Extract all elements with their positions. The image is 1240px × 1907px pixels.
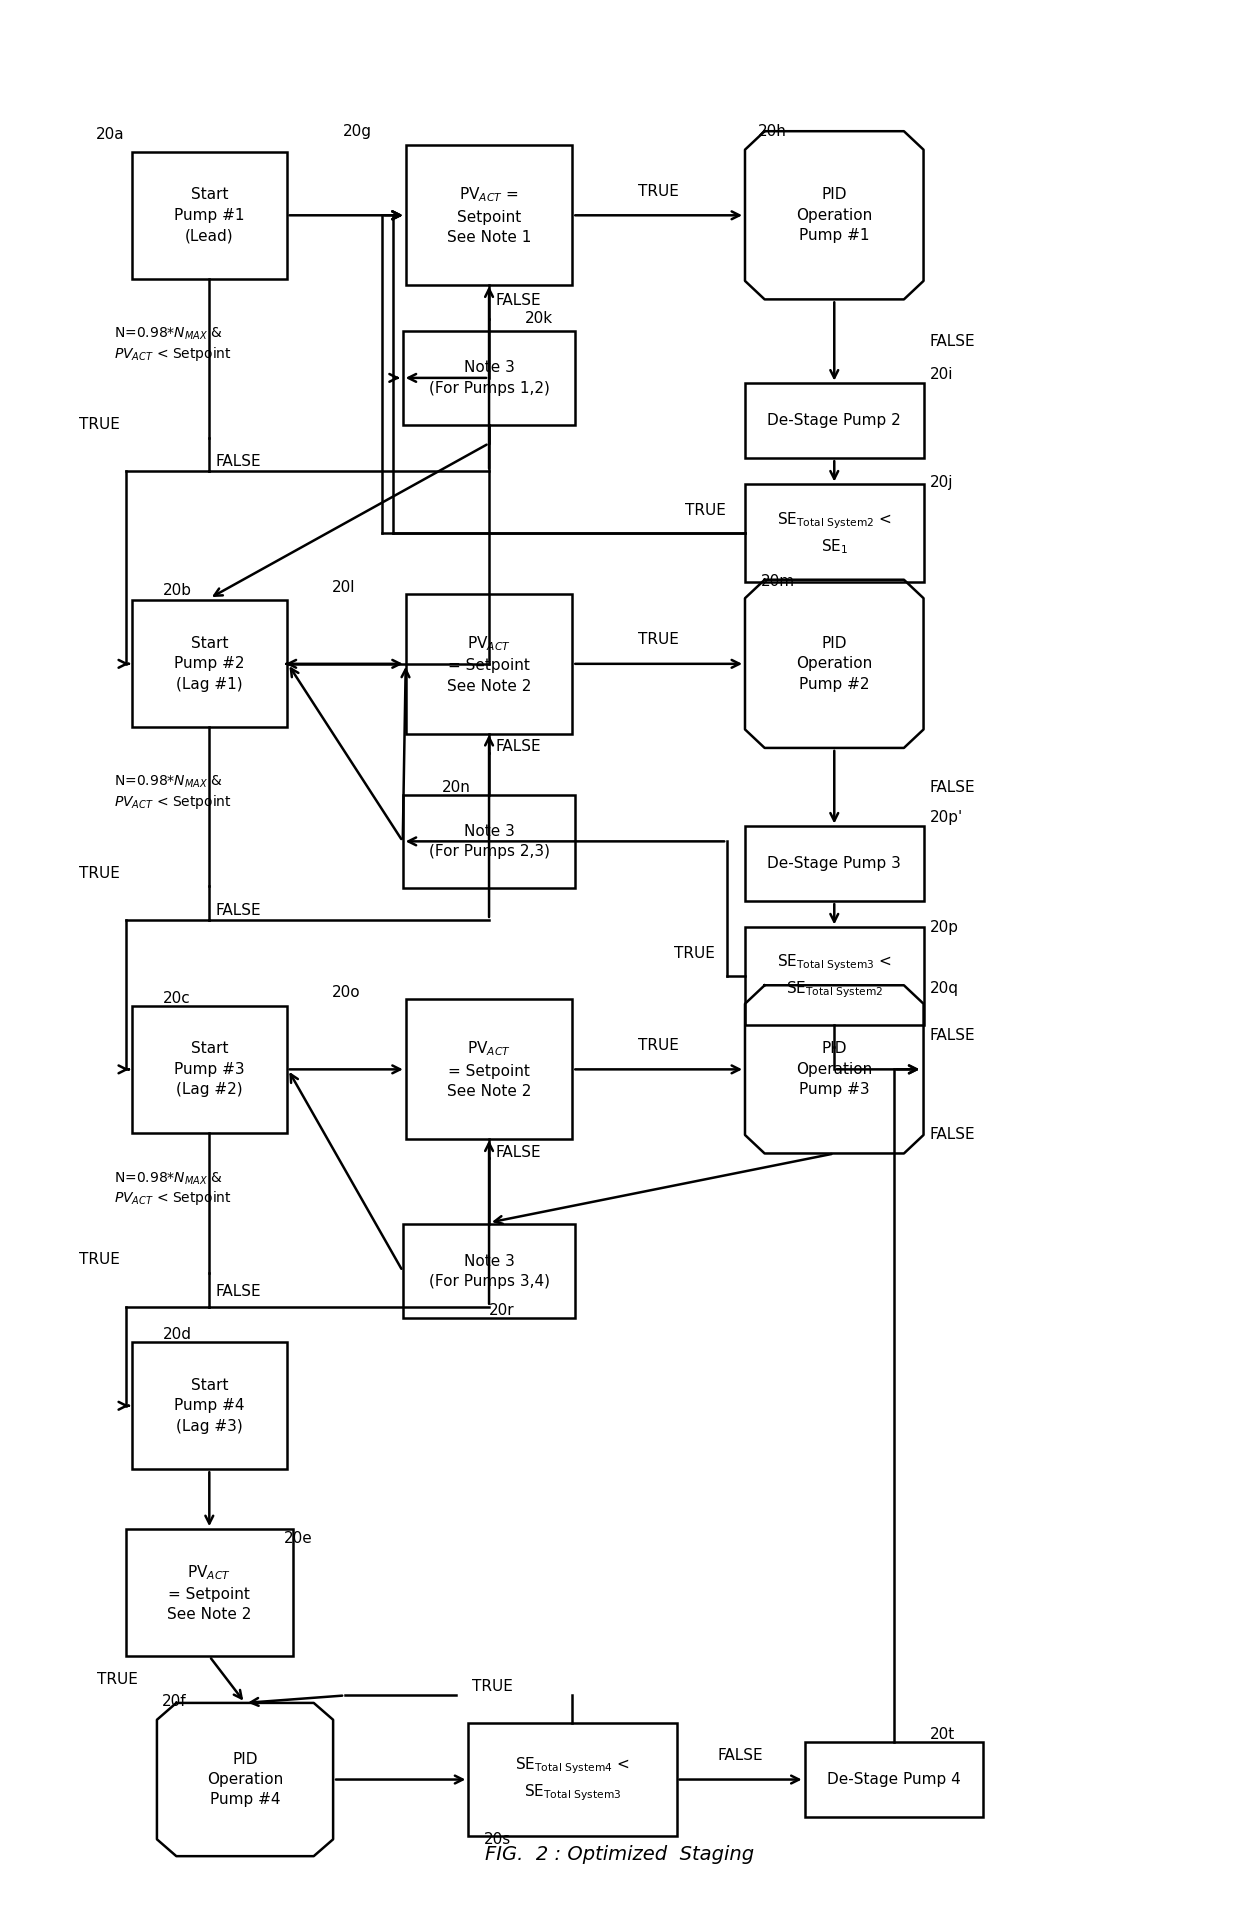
- Text: Start
Pump #4
(Lag #3): Start Pump #4 (Lag #3): [174, 1379, 244, 1434]
- Text: PID
Operation
Pump #2: PID Operation Pump #2: [796, 635, 873, 692]
- Text: PV$_{ACT}$
= Setpoint
See Note 2: PV$_{ACT}$ = Setpoint See Note 2: [446, 633, 531, 694]
- FancyBboxPatch shape: [805, 1743, 983, 1817]
- FancyBboxPatch shape: [405, 145, 573, 286]
- Text: FALSE: FALSE: [930, 1028, 975, 1043]
- Text: 20d: 20d: [162, 1327, 192, 1343]
- FancyBboxPatch shape: [131, 1343, 286, 1468]
- FancyBboxPatch shape: [745, 927, 924, 1024]
- Text: FALSE: FALSE: [216, 1283, 260, 1299]
- Text: 20b: 20b: [162, 584, 192, 599]
- Text: TRUE: TRUE: [79, 1253, 120, 1268]
- Text: FALSE: FALSE: [930, 334, 975, 349]
- Text: 20g: 20g: [342, 124, 372, 139]
- Text: 20m: 20m: [760, 574, 795, 589]
- FancyBboxPatch shape: [469, 1724, 677, 1836]
- Text: FALSE: FALSE: [216, 904, 260, 917]
- FancyBboxPatch shape: [403, 795, 575, 889]
- Text: FALSE: FALSE: [495, 1144, 541, 1159]
- FancyBboxPatch shape: [403, 1224, 575, 1318]
- Polygon shape: [157, 1703, 334, 1856]
- Text: 20t: 20t: [930, 1728, 955, 1743]
- Text: PV$_{ACT}$
= Setpoint
See Note 2: PV$_{ACT}$ = Setpoint See Note 2: [446, 1039, 531, 1098]
- Text: TRUE: TRUE: [79, 418, 120, 433]
- Text: FIG.  2 : Optimized  Staging: FIG. 2 : Optimized Staging: [485, 1844, 755, 1863]
- Text: 20n: 20n: [441, 780, 470, 795]
- Text: De-Stage Pump 4: De-Stage Pump 4: [827, 1772, 961, 1787]
- Text: SE$_{\mathrm{Total\ System3}}$ <
SE$_{\mathrm{Total\ System2}}$: SE$_{\mathrm{Total\ System3}}$ < SE$_{\m…: [777, 952, 892, 999]
- Text: N=0.98*$N_{MAX}$ &
$PV_{ACT}$ < Setpoint: N=0.98*$N_{MAX}$ & $PV_{ACT}$ < Setpoint: [114, 774, 232, 810]
- Text: Note 3
(For Pumps 2,3): Note 3 (For Pumps 2,3): [429, 824, 549, 858]
- FancyBboxPatch shape: [131, 153, 286, 278]
- Polygon shape: [745, 132, 924, 299]
- Text: Note 3
(For Pumps 3,4): Note 3 (For Pumps 3,4): [429, 1253, 549, 1289]
- Text: FALSE: FALSE: [718, 1747, 764, 1762]
- Text: Note 3
(For Pumps 1,2): Note 3 (For Pumps 1,2): [429, 360, 549, 395]
- Text: FALSE: FALSE: [930, 780, 975, 795]
- Text: TRUE: TRUE: [639, 631, 680, 646]
- Text: 20f: 20f: [161, 1693, 186, 1709]
- FancyBboxPatch shape: [405, 593, 573, 734]
- Text: FALSE: FALSE: [216, 454, 260, 469]
- Text: 20c: 20c: [162, 992, 191, 1005]
- Text: PID
Operation
Pump #4: PID Operation Pump #4: [207, 1753, 283, 1808]
- FancyBboxPatch shape: [405, 999, 573, 1140]
- FancyBboxPatch shape: [126, 1529, 293, 1655]
- Text: TRUE: TRUE: [97, 1672, 138, 1688]
- Text: SE$_{\mathrm{Total\ System2}}$ <
SE$_{1}$: SE$_{\mathrm{Total\ System2}}$ < SE$_{1}…: [777, 511, 892, 555]
- Text: 20l: 20l: [332, 580, 356, 595]
- Text: FALSE: FALSE: [930, 1127, 975, 1142]
- Text: N=0.98*$N_{MAX}$ &
$PV_{ACT}$ < Setpoint: N=0.98*$N_{MAX}$ & $PV_{ACT}$ < Setpoint: [114, 326, 232, 362]
- Text: 20i: 20i: [930, 366, 954, 381]
- Text: 20a: 20a: [97, 128, 125, 143]
- Text: PV$_{ACT}$ =
Setpoint
See Note 1: PV$_{ACT}$ = Setpoint See Note 1: [446, 185, 531, 246]
- Polygon shape: [745, 580, 924, 748]
- Text: TRUE: TRUE: [639, 1037, 680, 1053]
- Text: PID
Operation
Pump #1: PID Operation Pump #1: [796, 187, 873, 244]
- Text: FALSE: FALSE: [495, 294, 541, 307]
- FancyBboxPatch shape: [403, 332, 575, 425]
- Text: TRUE: TRUE: [639, 183, 680, 198]
- Text: 20o: 20o: [332, 986, 361, 999]
- Text: 20r: 20r: [489, 1302, 515, 1318]
- Text: 20p: 20p: [930, 919, 959, 934]
- Text: 20e: 20e: [284, 1531, 312, 1547]
- Text: TRUE: TRUE: [79, 866, 120, 881]
- Text: PID
Operation
Pump #3: PID Operation Pump #3: [796, 1041, 873, 1097]
- Text: FALSE: FALSE: [495, 740, 541, 755]
- Text: Start
Pump #3
(Lag #2): Start Pump #3 (Lag #2): [174, 1041, 244, 1097]
- Text: TRUE: TRUE: [673, 946, 714, 961]
- FancyBboxPatch shape: [131, 601, 286, 727]
- Text: 20s: 20s: [485, 1833, 512, 1846]
- Polygon shape: [745, 986, 924, 1154]
- FancyBboxPatch shape: [745, 484, 924, 582]
- Text: TRUE: TRUE: [471, 1678, 512, 1693]
- Text: TRUE: TRUE: [686, 503, 727, 519]
- FancyBboxPatch shape: [745, 383, 924, 458]
- Text: 20k: 20k: [525, 311, 553, 326]
- Text: PV$_{ACT}$
= Setpoint
See Note 2: PV$_{ACT}$ = Setpoint See Note 2: [167, 1564, 252, 1623]
- Text: SE$_{\mathrm{Total\ System4}}$ <
SE$_{\mathrm{Total\ System3}}$: SE$_{\mathrm{Total\ System4}}$ < SE$_{\m…: [515, 1756, 630, 1804]
- Text: 20j: 20j: [930, 475, 954, 490]
- FancyBboxPatch shape: [131, 1005, 286, 1133]
- Text: N=0.98*$N_{MAX}$ &
$PV_{ACT}$ < Setpoint: N=0.98*$N_{MAX}$ & $PV_{ACT}$ < Setpoint: [114, 1171, 232, 1207]
- Text: Start
Pump #2
(Lag #1): Start Pump #2 (Lag #1): [174, 635, 244, 692]
- Text: De-Stage Pump 2: De-Stage Pump 2: [768, 414, 901, 429]
- Text: Start
Pump #1
(Lead): Start Pump #1 (Lead): [174, 187, 244, 244]
- Text: De-Stage Pump 3: De-Stage Pump 3: [768, 856, 901, 871]
- Text: 20h: 20h: [758, 124, 787, 139]
- Text: 20q: 20q: [930, 982, 959, 997]
- Text: 20p': 20p': [930, 810, 962, 824]
- FancyBboxPatch shape: [745, 826, 924, 902]
